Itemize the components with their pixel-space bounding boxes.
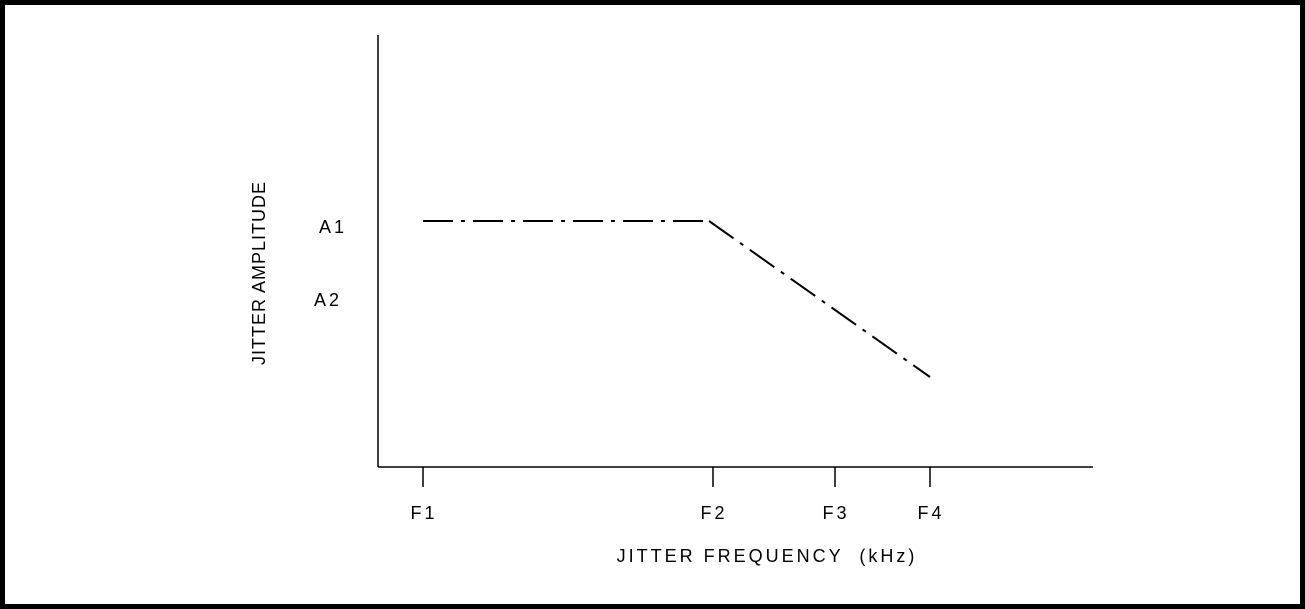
x-tick-label-f4: F4 <box>917 503 944 523</box>
x-axis-title: JITTER FREQUENCY (kHz) <box>617 546 918 566</box>
series-segment-rolloff <box>708 220 931 378</box>
x-tick-label-f2: F2 <box>700 503 727 523</box>
x-tick-label-f3: F3 <box>822 503 849 523</box>
y-tick-label-a1: A1 <box>319 217 347 237</box>
y-tick-label-a2: A2 <box>314 290 342 310</box>
y-axis-title: JITTER AMPLITUDE <box>249 181 269 365</box>
x-tick-label-f1: F1 <box>410 503 437 523</box>
